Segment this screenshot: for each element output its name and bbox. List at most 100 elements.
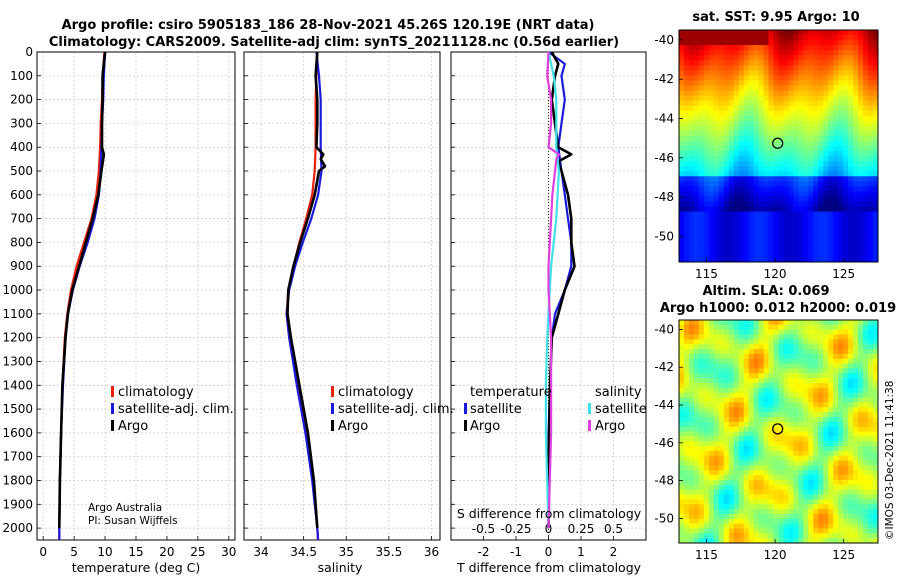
heatmap-cell <box>863 353 869 360</box>
heatmap-cell <box>833 518 839 525</box>
heatmap-cell <box>848 450 854 457</box>
heatmap-cell <box>868 105 874 112</box>
heatmap-cell <box>679 75 685 81</box>
heatmap-cell <box>853 171 859 177</box>
heatmap-cell <box>723 494 730 500</box>
heatmap-cell <box>723 417 730 423</box>
heatmap-cell <box>793 344 799 350</box>
heatmap-cell <box>858 156 864 162</box>
heatmap-cell <box>858 246 864 253</box>
heatmap-cell <box>708 353 715 360</box>
heatmap-cell <box>703 378 710 384</box>
heatmap-cell <box>713 353 720 360</box>
heatmap-cell <box>853 383 859 389</box>
heatmap-cell <box>713 368 720 374</box>
heatmap-cell <box>793 151 799 157</box>
heatmap-cell <box>684 70 690 76</box>
heatmap-cell <box>848 115 854 122</box>
heatmap-cell <box>833 353 839 360</box>
y-tick-label: 0 <box>25 45 33 59</box>
heatmap-cell <box>798 130 804 137</box>
heatmap-cell <box>788 246 795 253</box>
heatmap-cell <box>868 392 874 399</box>
heatmap-cell <box>868 499 874 505</box>
heatmap-cell <box>783 523 790 529</box>
heatmap-cell <box>848 130 854 137</box>
heatmap-cell <box>818 533 824 539</box>
heatmap-cell <box>838 196 844 202</box>
heatmap-cell <box>798 460 804 466</box>
heatmap-cell <box>868 387 874 394</box>
heatmap-cell <box>684 494 690 500</box>
heatmap-cell <box>763 251 770 258</box>
heatmap-cell <box>758 246 765 253</box>
heatmap-cell <box>728 320 735 326</box>
heatmap-cell <box>843 45 849 51</box>
heatmap-cell <box>838 417 844 423</box>
heatmap-cell <box>808 110 814 117</box>
heatmap-cell <box>743 344 750 350</box>
heatmap-cell <box>848 50 854 56</box>
heatmap-cell <box>708 494 715 500</box>
heatmap-cell <box>753 45 760 51</box>
heatmap-cell <box>808 324 814 331</box>
heatmap-cell <box>723 151 730 157</box>
heatmap-cell <box>718 339 725 345</box>
heatmap-cell <box>768 480 775 486</box>
heatmap-cell <box>679 65 685 71</box>
heatmap-cell <box>873 30 878 36</box>
heatmap-cell <box>778 504 785 510</box>
heatmap-cell <box>728 231 735 238</box>
heatmap-cell <box>703 125 710 132</box>
heatmap-cell <box>783 65 790 71</box>
heatmap-cell <box>848 513 854 520</box>
heatmap-cell <box>733 523 740 529</box>
heatmap-cell <box>718 211 725 218</box>
heatmap-cell <box>684 431 690 437</box>
heatmap-cell <box>838 392 844 399</box>
heatmap-cell <box>713 504 720 510</box>
heatmap-cell <box>853 402 859 408</box>
heatmap-cell <box>773 181 780 187</box>
heatmap-cell <box>679 387 685 394</box>
heatmap-cell <box>703 156 710 162</box>
heatmap-cell <box>863 191 869 197</box>
heatmap-cell <box>818 257 824 262</box>
heatmap-cell <box>808 100 814 107</box>
heatmap-cell <box>848 90 854 97</box>
map-y-tick-label: -40 <box>654 322 674 336</box>
heatmap-cell <box>803 339 809 345</box>
heatmap-cell <box>873 455 878 462</box>
heatmap-cell <box>733 141 740 147</box>
heatmap-cell <box>858 353 864 360</box>
heatmap-cell <box>753 412 760 418</box>
heatmap-cell <box>858 30 864 36</box>
heatmap-cell <box>773 368 780 374</box>
heatmap-cell <box>813 206 819 213</box>
heatmap-cell <box>679 251 685 258</box>
heatmap-cell <box>723 166 730 172</box>
heatmap-cell <box>818 421 824 428</box>
heatmap-cell <box>733 171 740 177</box>
heatmap-cell <box>708 436 715 442</box>
heatmap-cell <box>863 373 869 379</box>
heatmap-cell <box>808 141 814 147</box>
heatmap-cell <box>713 344 720 350</box>
heatmap-cell <box>833 85 839 92</box>
heatmap-cell <box>713 85 720 92</box>
heatmap-cell <box>778 465 785 471</box>
heatmap-cell <box>733 484 740 491</box>
heatmap-cell <box>808 65 814 71</box>
heatmap-cell <box>693 45 700 51</box>
heatmap-cell <box>858 100 864 107</box>
heatmap-cell <box>693 231 700 238</box>
heatmap-cell <box>863 221 869 228</box>
heatmap-cell <box>679 125 685 132</box>
heatmap-cell <box>693 378 700 384</box>
heatmap-cell <box>713 513 720 520</box>
heatmap-cell <box>788 186 795 192</box>
legend-marker <box>464 420 467 431</box>
heatmap-cell <box>818 513 824 520</box>
heatmap-cell <box>793 156 799 162</box>
heatmap-cell <box>733 186 740 192</box>
